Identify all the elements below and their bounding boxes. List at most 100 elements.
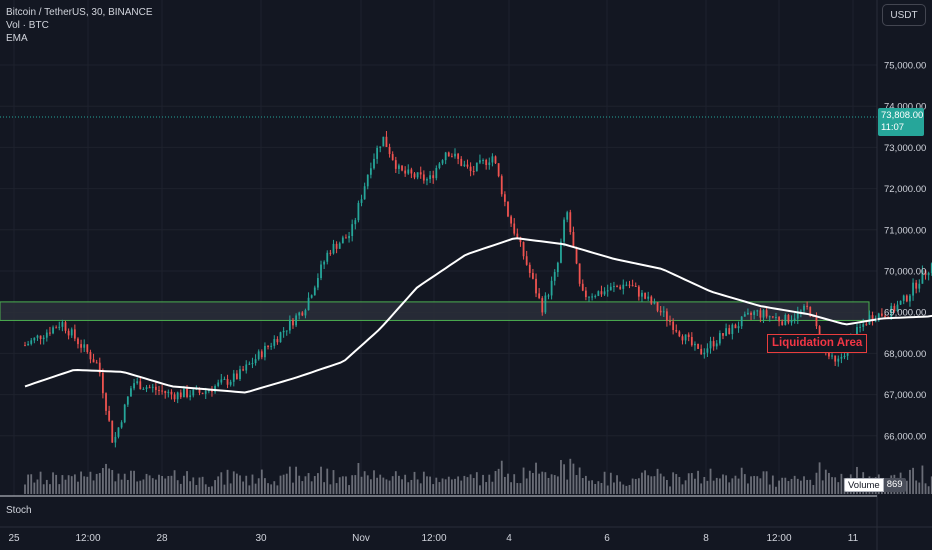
volume-bar: [678, 477, 681, 494]
candle-body: [320, 264, 322, 279]
candle-body: [893, 305, 896, 312]
volume-bar: [535, 462, 537, 494]
volume-bar: [728, 482, 731, 494]
price-tick-label: 68,000.00: [884, 349, 926, 360]
candle-body: [366, 174, 369, 187]
time-tick-label: 6: [604, 533, 610, 544]
volume-bar: [239, 475, 241, 494]
candle-body: [217, 382, 220, 387]
ema-indicator-label[interactable]: EMA: [6, 33, 28, 44]
volume-bar: [67, 475, 70, 494]
liquidation-area-label[interactable]: Liquidation Area: [767, 334, 868, 353]
volume-bar: [413, 471, 416, 494]
candle-body: [722, 333, 724, 336]
volume-bar: [407, 482, 410, 494]
liquidation-zone-layer: [0, 301, 870, 321]
volume-bar: [659, 473, 662, 494]
volume-bar: [329, 484, 332, 494]
candle-body: [33, 337, 36, 341]
volume-bar: [335, 483, 338, 494]
candle-body: [401, 165, 403, 171]
candle-body: [92, 359, 95, 363]
volume-bar: [803, 476, 805, 494]
candle-body: [117, 427, 120, 437]
candle-body: [301, 312, 304, 316]
volume-bar: [566, 479, 569, 494]
candle-body: [158, 389, 160, 391]
volume-bar: [139, 480, 142, 494]
candle-body: [771, 316, 774, 318]
volume-bar: [295, 466, 297, 494]
volume-bar: [148, 475, 151, 494]
volume-bar: [762, 471, 765, 494]
candle-body: [647, 296, 650, 299]
candle-body: [416, 172, 419, 178]
volume-bar: [251, 474, 254, 494]
stoch-indicator-label[interactable]: Stoch: [6, 505, 32, 516]
volume-bar: [49, 484, 51, 494]
volume-bar: [781, 477, 784, 494]
volume-bar: [500, 460, 503, 494]
volume-bar: [666, 479, 668, 494]
volume-bar: [385, 479, 388, 494]
candle-body: [609, 286, 612, 291]
price-scale[interactable]: 66,000.00 67,000.00 68,000.00 69,000.00 70,0…: [884, 61, 926, 443]
candle-body: [80, 344, 82, 348]
candle-body: [136, 381, 139, 384]
volume-bar: [563, 464, 565, 494]
candle-body: [441, 160, 444, 164]
candle-body: [170, 391, 173, 395]
liquidation-zone[interactable]: [0, 301, 870, 321]
candle-body: [740, 316, 743, 327]
candle-body: [307, 297, 310, 311]
last-price-tag: 73,808.00 11:07: [878, 108, 924, 136]
candle-body: [398, 165, 400, 169]
volume-bar: [317, 473, 319, 494]
candle-body: [419, 172, 422, 175]
volume-bar: [123, 473, 126, 494]
chart-legend: Bitcoin / TetherUS, 30, BINANCE Vol · BT…: [6, 6, 153, 45]
volume-bar: [824, 469, 827, 494]
candle-body: [285, 330, 288, 332]
volume-bar: [578, 467, 581, 494]
candle-body: [641, 292, 643, 297]
candle-body: [460, 158, 463, 166]
volume-indicator-label[interactable]: Vol · BTC: [6, 20, 49, 31]
candle-body: [859, 326, 861, 328]
price-tick-label: 75,000.00: [884, 61, 926, 72]
candle-body: [871, 315, 874, 321]
time-tick-label: 11: [848, 533, 859, 544]
currency-button[interactable]: USDT: [882, 4, 926, 26]
candle-body: [553, 272, 556, 281]
volume-bar: [173, 470, 176, 494]
candle-body: [535, 278, 537, 294]
time-scale[interactable]: 25 12:00 28 30 Nov 12:00 4 6 8 12:00 11: [8, 533, 858, 544]
volume-bar: [775, 486, 777, 494]
volume-bar: [58, 484, 61, 494]
volume-bar: [83, 476, 86, 494]
candle-body: [108, 410, 111, 421]
volume-bar: [45, 479, 48, 494]
candle-body: [223, 378, 226, 380]
candle-body: [756, 310, 759, 312]
volume-bar: [703, 476, 706, 494]
candle-body: [73, 329, 76, 339]
volume-bar: [111, 470, 114, 494]
candle-body: [357, 202, 360, 221]
volume-bar: [376, 477, 379, 494]
candle-body: [242, 369, 245, 371]
volume-bar: [921, 465, 924, 494]
candle-body: [622, 284, 625, 289]
volume-bar: [644, 470, 646, 494]
volume-bar: [130, 470, 132, 494]
candle-body: [98, 362, 101, 374]
candle-body: [600, 291, 603, 295]
symbol-title[interactable]: Bitcoin / TetherUS, 30, BINANCE: [6, 7, 153, 18]
volume-bar: [927, 486, 930, 494]
volume-bar: [628, 485, 631, 494]
candle-body: [192, 389, 195, 396]
candle-body: [394, 160, 397, 169]
candle-body: [597, 291, 600, 296]
volume-bar: [634, 478, 637, 494]
